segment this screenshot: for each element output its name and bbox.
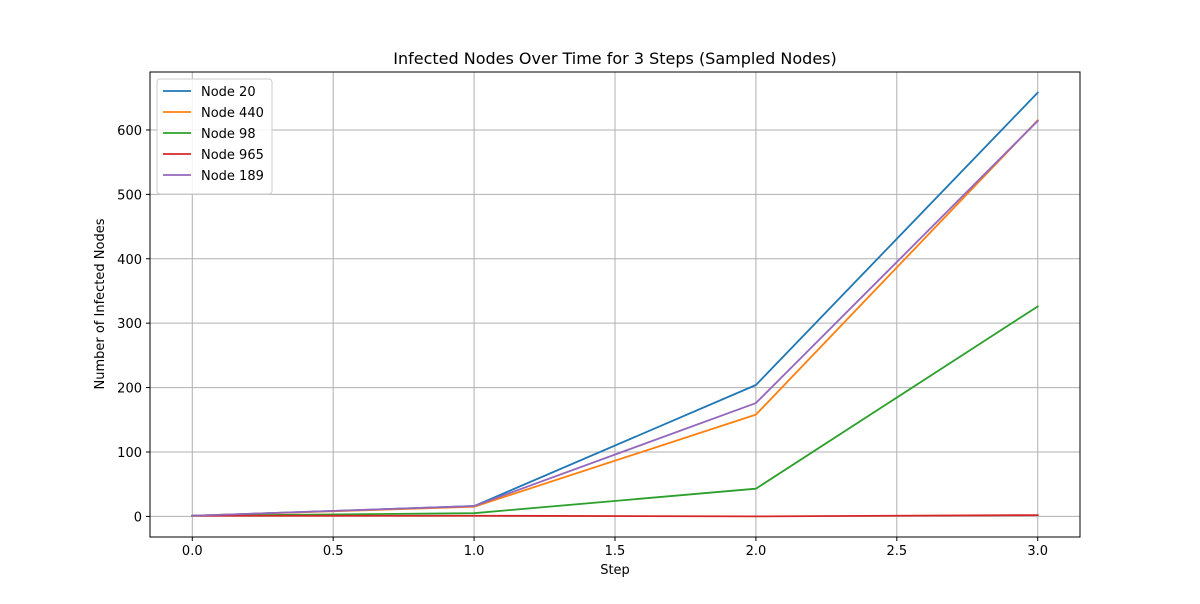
series-layer (191, 91, 1040, 518)
series-line-node-189 (191, 119, 1040, 517)
y-tick-label: 300 (117, 317, 142, 332)
chart-title: Infected Nodes Over Time for 3 Steps (Sa… (393, 49, 837, 68)
x-axis-label: Step (600, 563, 630, 578)
y-tick-label: 200 (117, 382, 142, 397)
x-tick-label: 1.5 (605, 544, 626, 559)
legend: Node 20 Node 440 Node 98 Node 965 Node 189 (156, 78, 273, 195)
y-tick-label: 400 (117, 253, 142, 268)
y-tick-label: 100 (117, 446, 142, 461)
legend-label: Node 98 (201, 127, 256, 142)
legend-item: Node 965 (163, 148, 264, 163)
y-tick-label: 0 (134, 510, 142, 525)
legend-box (156, 78, 273, 195)
legend-label: Node 965 (201, 148, 264, 163)
x-tick-label: 3.0 (1027, 544, 1048, 559)
legend-item: Node 20 (163, 85, 256, 100)
legend-item: Node 189 (163, 169, 264, 184)
y-axis-label: Number of Infected Nodes (93, 218, 108, 389)
legend-label: Node 189 (201, 169, 264, 184)
x-tick-label: 0.5 (323, 544, 344, 559)
series-line-node-965 (191, 514, 1039, 518)
y-tick-label: 500 (117, 188, 142, 203)
y-tick-label: 600 (117, 124, 142, 139)
x-tick-label: 1.0 (464, 544, 485, 559)
x-tick-label: 2.0 (746, 544, 767, 559)
tick-layer: 0.0 0.5 1.0 1.5 2.0 2.5 3.0 0 100 200 300 400 500 600 (117, 124, 1048, 559)
legend-item: Node 440 (163, 106, 264, 121)
x-tick-label: 0.0 (182, 544, 203, 559)
series-line-node-98 (191, 305, 1039, 517)
legend-item: Node 98 (163, 127, 256, 142)
x-tick-label: 2.5 (886, 544, 907, 559)
legend-label: Node 20 (201, 85, 256, 100)
legend-label: Node 440 (201, 106, 264, 121)
